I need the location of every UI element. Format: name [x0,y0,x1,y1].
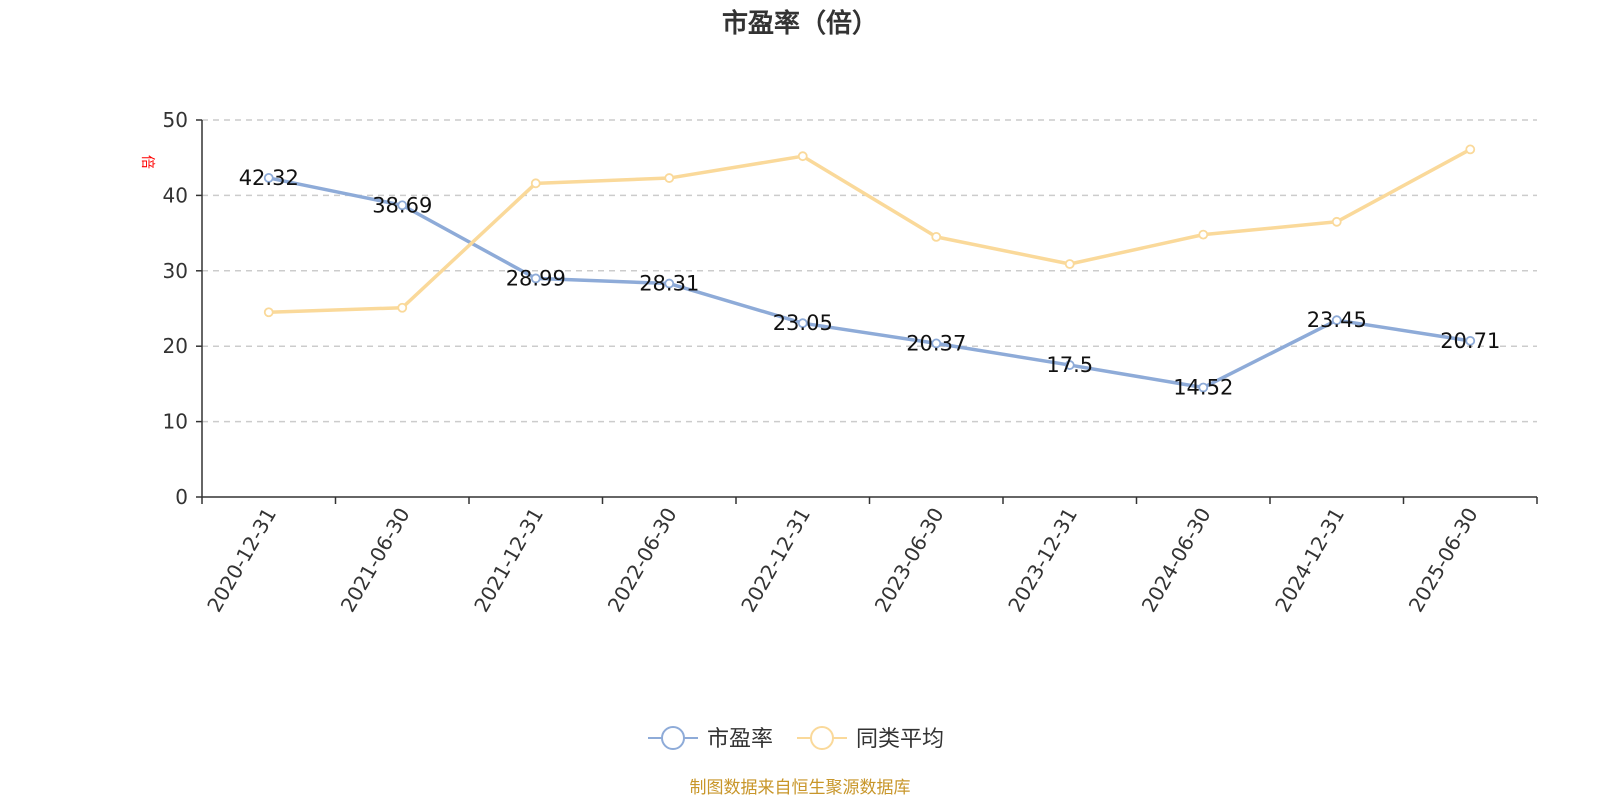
data-label: 28.99 [506,266,566,290]
grid-lines [202,119,1537,423]
data-labels: 42.32 38.69 28.99 28.31 23.05 20.37 17.5 14.52 2… [239,166,1501,400]
data-point[interactable] [1331,315,1342,326]
legend-item-1[interactable]: 市盈率 [648,726,773,752]
data-point[interactable] [397,200,408,211]
data-point[interactable] [1198,229,1209,240]
data-point[interactable] [530,178,541,189]
data-label: 23.45 [1307,308,1367,332]
data-point[interactable] [664,278,675,289]
data-label: 20.37 [906,331,966,355]
data-point[interactable] [263,307,274,318]
x-tick-label: 2023-12-31 [1003,504,1082,617]
x-tick-label: 2020-12-31 [202,504,281,617]
data-label: 42.32 [239,166,299,190]
x-tick-label: 2023-06-30 [870,504,949,617]
data-label: 23.05 [773,311,833,335]
data-label: 28.31 [639,272,699,296]
data-point[interactable] [797,151,808,162]
data-label: 14.52 [1173,376,1233,400]
y-tick-label: 50 [163,108,188,132]
y-tick-label: 0 [175,485,188,509]
source-note: 制图数据来自恒生聚源数据库 [690,778,911,798]
data-point[interactable] [1064,259,1075,269]
data-point[interactable] [1064,360,1075,370]
series-line-1 [268,176,1471,390]
x-tick-label: 2024-12-31 [1270,504,1349,617]
y-axis-label: 倍 [139,155,155,169]
data-point[interactable] [1198,382,1209,393]
legend-label: 市盈率 [707,727,773,752]
legend[interactable]: 市盈率 同类平均 [648,726,944,752]
y-tick-label: 30 [163,259,188,283]
x-tick-label: 2025-06-30 [1404,504,1483,617]
legend-marker [810,726,834,750]
x-tick-label: 2022-06-30 [603,504,682,617]
legend-item-2[interactable]: 同类平均 [797,726,944,752]
data-point[interactable] [931,231,942,242]
data-point[interactable] [664,173,675,183]
data-point[interactable] [931,338,942,349]
data-point[interactable] [1465,144,1476,155]
y-tick-label: 40 [163,183,188,207]
legend-label: 同类平均 [856,727,944,752]
data-point[interactable] [1331,216,1342,227]
y-tick-label: 20 [163,334,188,358]
data-label: 20.71 [1440,329,1500,353]
series-line-2 [268,147,1472,315]
data-point[interactable] [1465,335,1476,346]
data-label: 38.69 [372,193,432,217]
data-point[interactable] [797,318,808,329]
x-tick-label: 2024-06-30 [1137,504,1216,617]
data-point[interactable] [530,273,541,284]
chart-title: 市盈率（倍） [722,8,878,39]
legend-marker [661,726,685,750]
x-tick-label: 2021-12-31 [469,504,548,617]
x-tick-label: 2022-12-31 [736,504,815,617]
data-label: 17.5 [1046,353,1093,377]
x-tick-label: 2021-06-30 [336,504,415,617]
series-lines [263,144,1476,393]
y-tick-label: 10 [163,410,188,434]
data-point[interactable] [263,173,274,183]
data-point[interactable] [397,302,408,313]
